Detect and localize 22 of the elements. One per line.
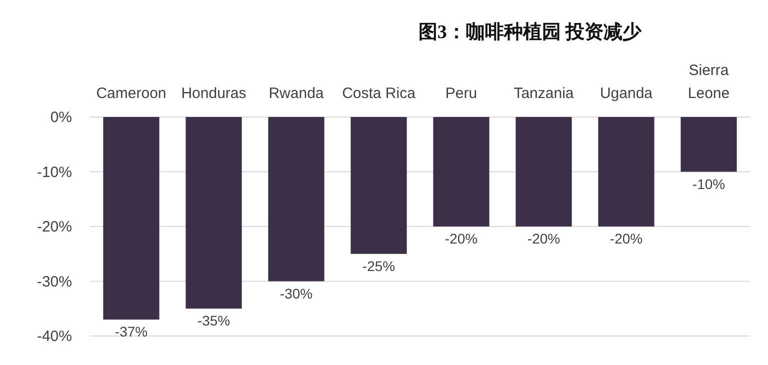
y-tick-label: -40%: [36, 328, 72, 345]
y-tick-label: 0%: [50, 109, 72, 126]
data-label: -30%: [280, 285, 313, 302]
x-tick-label: Rwanda: [268, 85, 324, 102]
data-label: -20%: [527, 230, 560, 246]
x-tick-label: Uganda: [600, 85, 654, 102]
data-label: -20%: [444, 230, 478, 246]
y-tick-label: -30%: [36, 273, 72, 290]
y-tick-label: -20%: [36, 218, 72, 236]
y-tick-label: -10%: [36, 164, 72, 181]
data-label: -20%: [610, 230, 643, 246]
x-tick-label: Tanzania: [514, 85, 574, 102]
data-label: -37%: [114, 324, 148, 340]
x-tick-label: Cameroon: [96, 85, 166, 102]
x-tick-label: Peru: [445, 85, 478, 102]
data-label: -10%: [692, 176, 726, 192]
x-tick-label: Costa Rica: [342, 85, 416, 102]
chart-title: 图3：咖啡种植园 投资减少: [418, 21, 643, 43]
x-tick-label: Honduras: [181, 85, 246, 102]
x-tick-label: Sierra Leone: [688, 62, 730, 102]
data-label: -25%: [362, 258, 396, 274]
data-label: -35%: [197, 312, 230, 329]
